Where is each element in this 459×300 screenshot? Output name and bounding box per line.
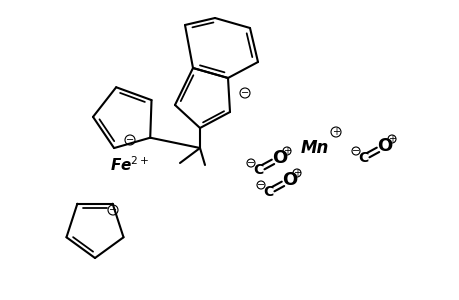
Text: −: − — [126, 135, 134, 145]
Text: Mn: Mn — [300, 139, 329, 157]
Text: O: O — [376, 137, 392, 155]
Text: O: O — [272, 149, 287, 167]
Text: +: + — [282, 146, 291, 156]
Text: O: O — [282, 171, 297, 189]
Text: Fe$^{2+}$: Fe$^{2+}$ — [110, 156, 150, 174]
Text: +: + — [387, 134, 395, 144]
Text: +: + — [292, 168, 300, 178]
Text: −: − — [257, 180, 264, 190]
Text: C: C — [357, 151, 367, 165]
Text: +: + — [331, 127, 339, 137]
Text: C: C — [262, 185, 273, 199]
Text: C: C — [252, 163, 263, 177]
Text: −: − — [351, 146, 359, 156]
Text: −: − — [246, 158, 254, 168]
Text: −: − — [241, 88, 248, 98]
Text: −: − — [109, 205, 117, 215]
